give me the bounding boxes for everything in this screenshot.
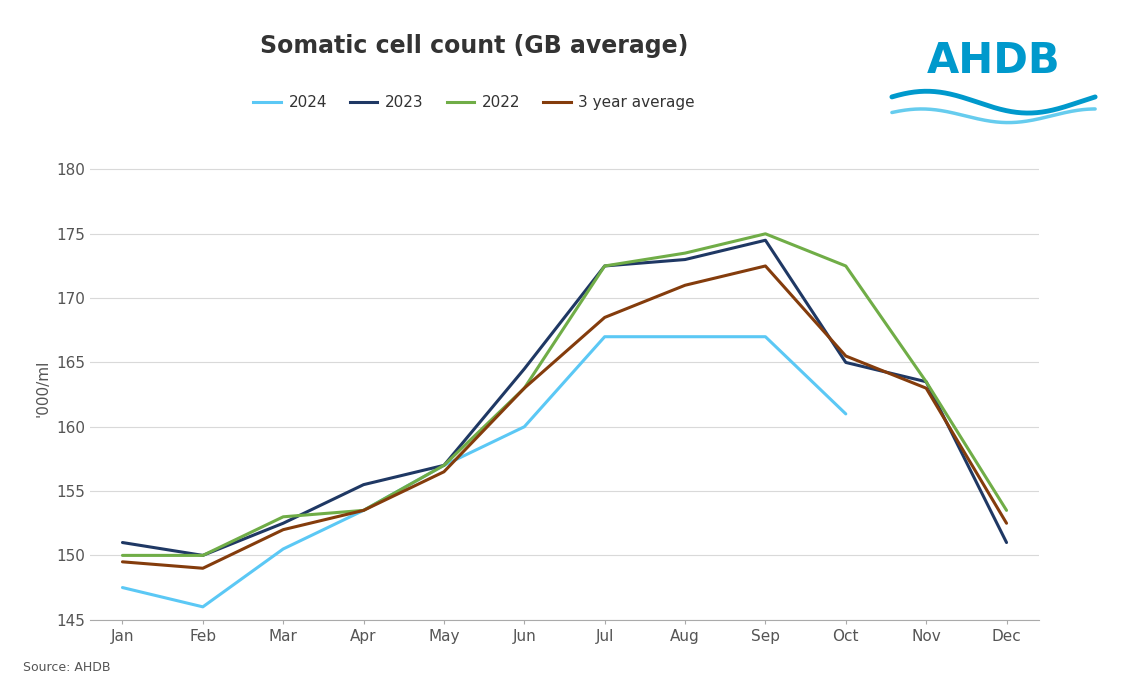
Y-axis label: '000/ml: '000/ml [36, 360, 51, 417]
Legend: 2024, 2023, 2022, 3 year average: 2024, 2023, 2022, 3 year average [247, 89, 701, 116]
Text: Source: AHDB: Source: AHDB [23, 661, 111, 674]
Text: AHDB: AHDB [927, 40, 1060, 82]
Text: Somatic cell count (GB average): Somatic cell count (GB average) [260, 34, 689, 58]
